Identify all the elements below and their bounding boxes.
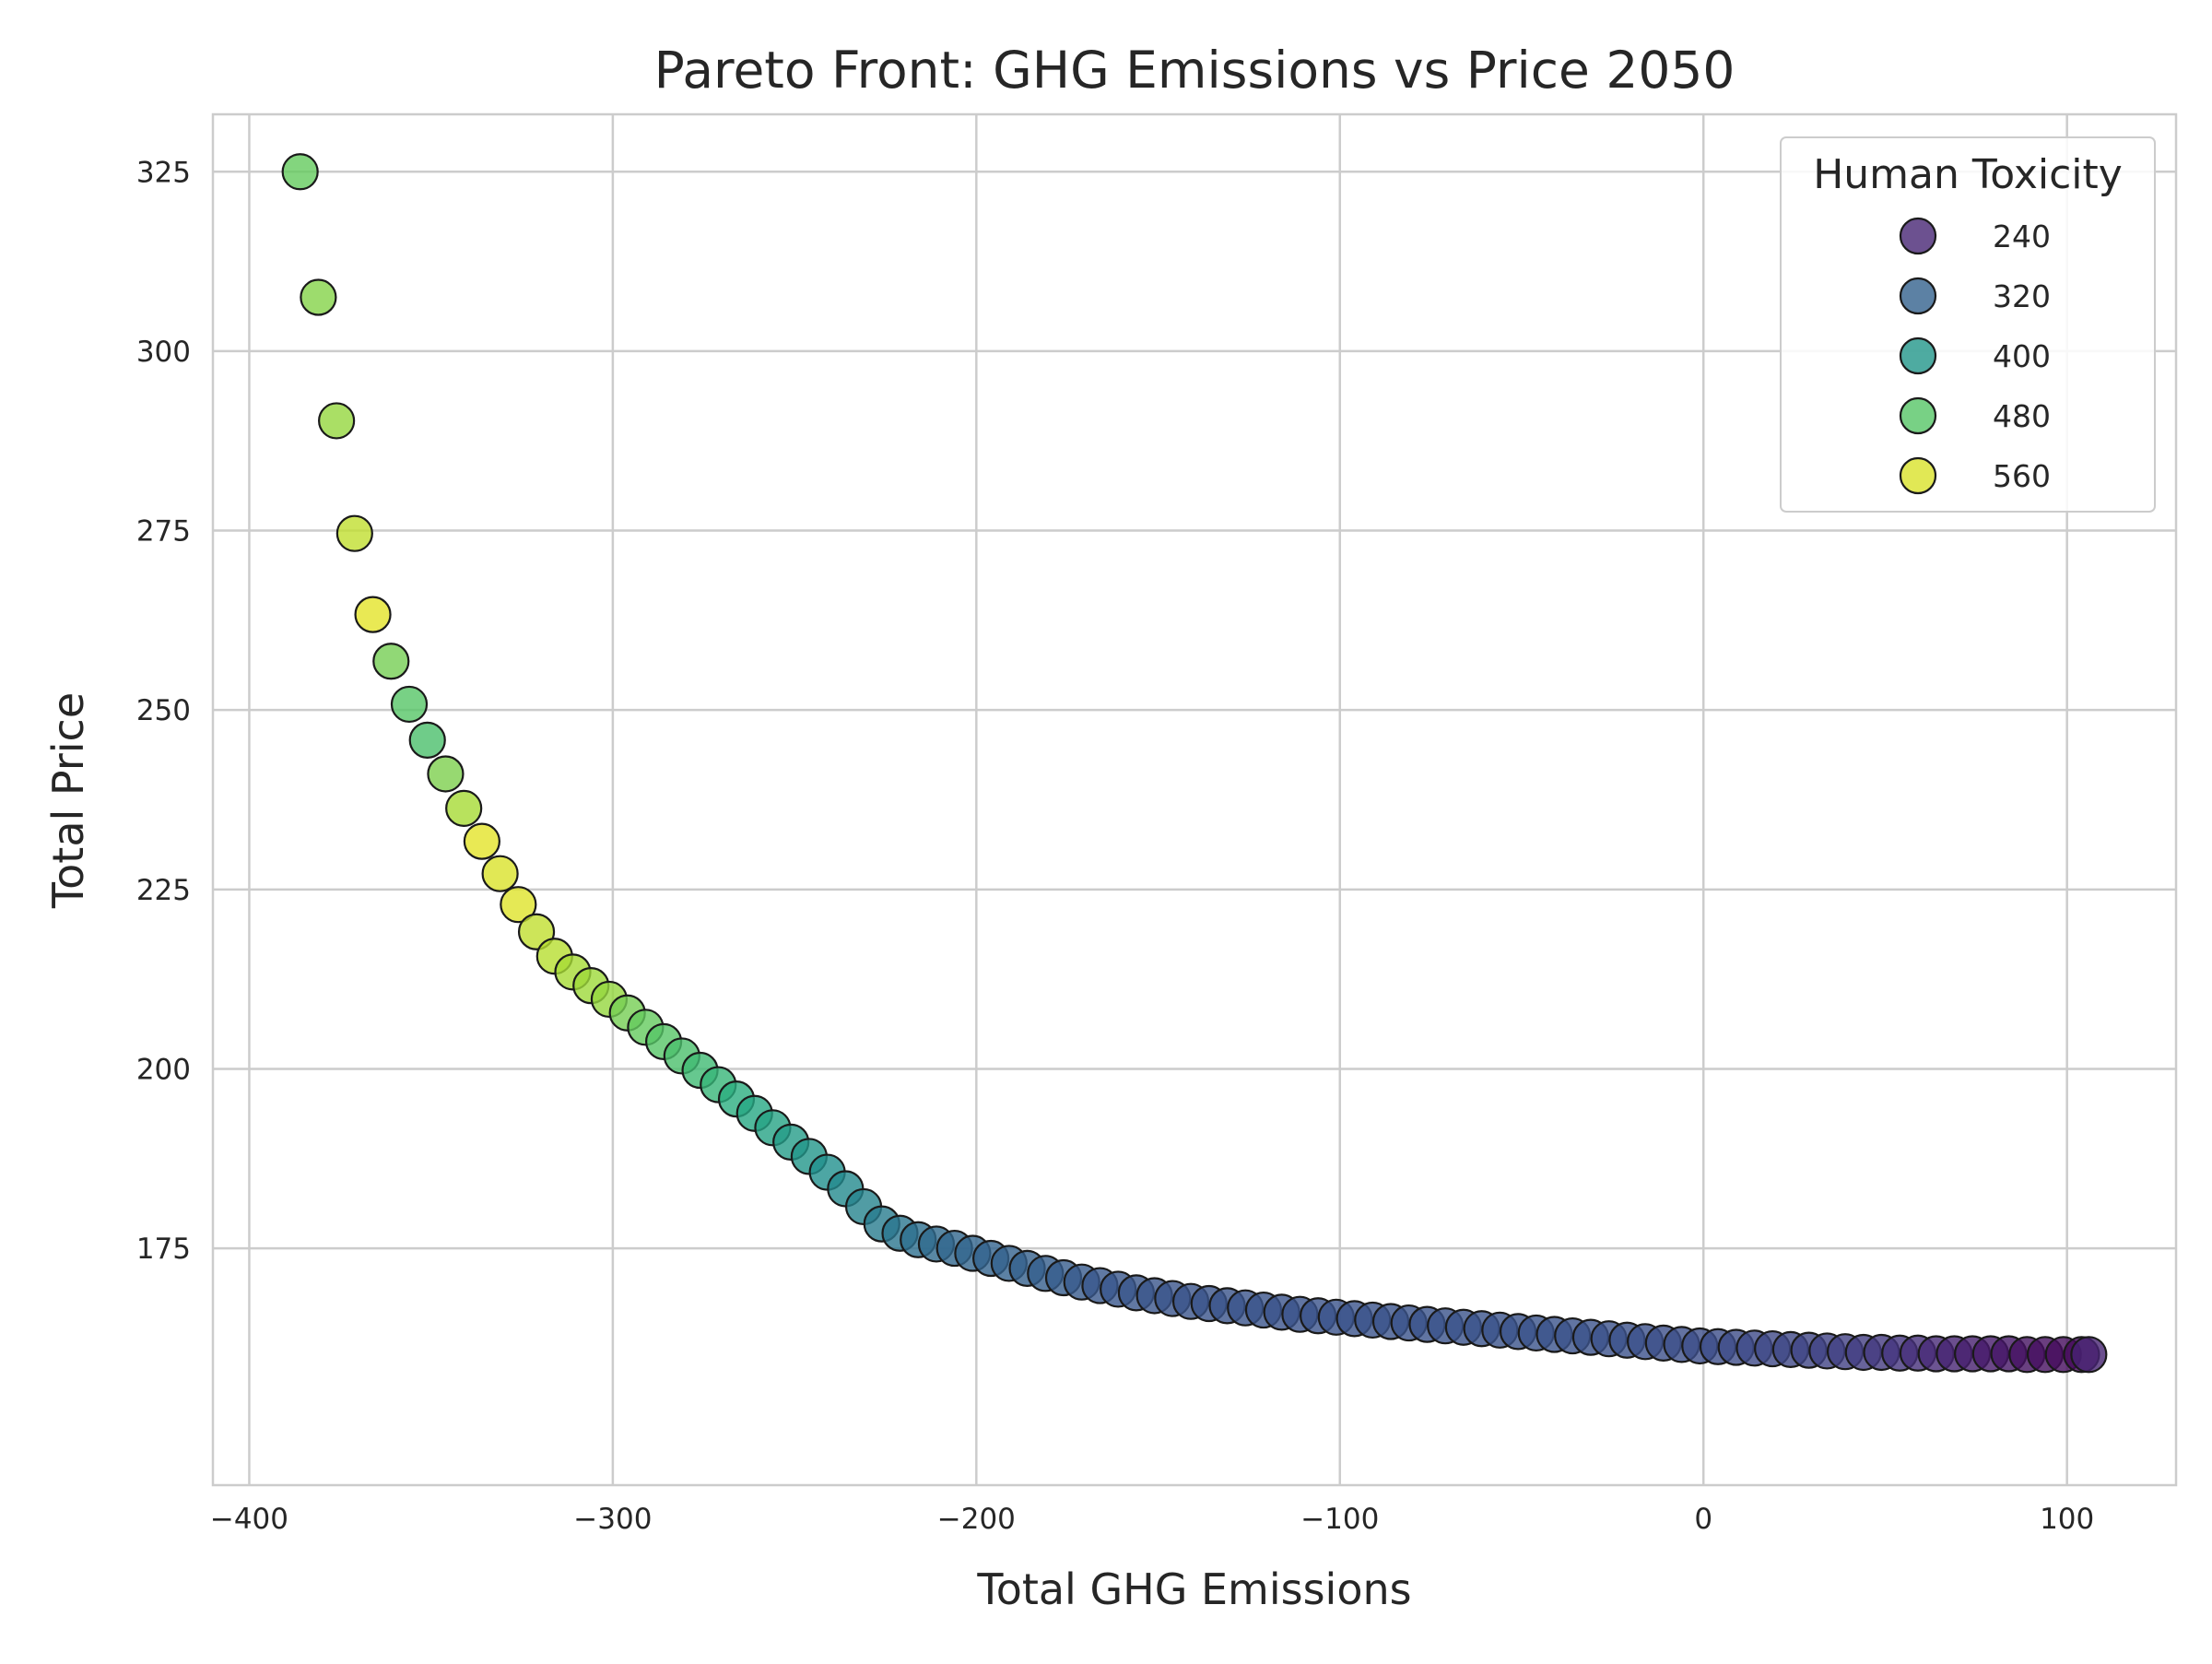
y-tick-label: 225 <box>136 874 191 907</box>
legend-items: 240 320 400 480 560 <box>1899 217 2051 495</box>
grid-lines <box>213 114 2176 1485</box>
data-point <box>2070 1336 2108 1374</box>
x-tick-label: −300 <box>573 1503 652 1536</box>
data-point <box>335 514 373 552</box>
data-point <box>445 789 483 827</box>
data-point <box>481 855 519 892</box>
x-tick-label: −400 <box>210 1503 288 1536</box>
legend-label: 480 <box>1993 398 2051 434</box>
legend-title: Human Toxicity <box>1813 151 2123 198</box>
data-point <box>372 643 410 680</box>
y-tick-label: 300 <box>136 336 191 369</box>
legend-box <box>1780 136 2156 513</box>
chart-title: Pareto Front: GHG Emissions vs Price 205… <box>654 41 1735 100</box>
x-tick-label: 0 <box>1694 1503 1712 1536</box>
x-tick-label: −200 <box>937 1503 1016 1536</box>
data-point <box>500 886 537 924</box>
legend-marker <box>1899 277 1937 315</box>
legend-marker <box>1899 336 1937 375</box>
legend-label: 560 <box>1993 458 2051 494</box>
x-tick-label: −100 <box>1300 1503 1379 1536</box>
legend: Human Toxicity 240 320 400 480 560 <box>1780 136 2156 513</box>
data-point <box>463 822 500 860</box>
legend-marker <box>1899 396 1937 435</box>
y-tick-labels: 175 200 225 250 275 300 325 <box>136 156 191 1266</box>
data-point <box>427 755 465 793</box>
legend-label: 240 <box>1993 218 2051 254</box>
y-tick-label: 200 <box>136 1053 191 1086</box>
y-axis-label: Total Price <box>43 692 93 909</box>
data-point <box>408 721 446 759</box>
plot-frame <box>211 112 2178 1487</box>
legend-marker <box>1899 217 1937 255</box>
y-tick-label: 175 <box>136 1233 191 1266</box>
y-tick-label: 325 <box>136 156 191 189</box>
data-point <box>281 153 319 191</box>
legend-label: 320 <box>1993 278 2051 314</box>
y-tick-label: 275 <box>136 515 191 549</box>
scatter-points <box>281 153 2108 1374</box>
data-point <box>390 685 429 724</box>
x-axis-label: Total GHG Emissions <box>976 1564 1411 1614</box>
data-point <box>354 596 392 633</box>
data-point <box>318 402 356 440</box>
x-tick-label: 100 <box>2040 1503 2094 1536</box>
legend-marker <box>1899 456 1937 495</box>
legend-label: 400 <box>1993 338 2051 374</box>
data-point <box>300 278 337 316</box>
y-tick-label: 250 <box>136 694 191 727</box>
x-tick-labels: −400 −300 −200 −100 0 100 <box>210 1503 2094 1536</box>
